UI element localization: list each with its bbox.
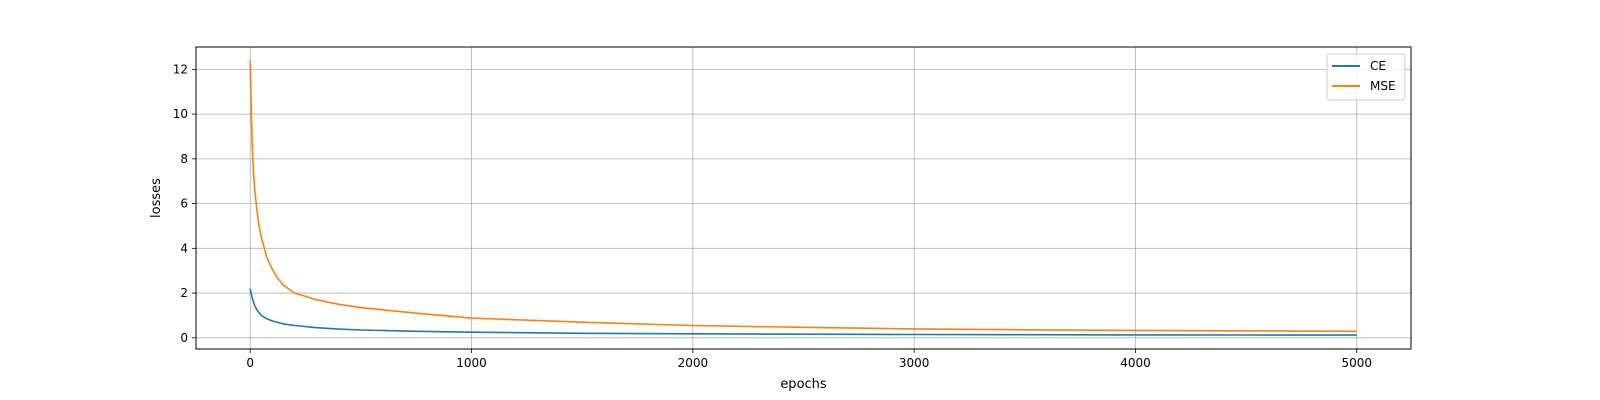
y-tick-label: 12 <box>173 62 188 76</box>
x-axis-label: epochs <box>780 377 827 392</box>
y-tick-label: 2 <box>180 286 188 300</box>
y-tick-label: 10 <box>173 107 188 121</box>
legend-label-mse: MSE <box>1370 79 1396 93</box>
y-tick-label: 6 <box>180 197 188 211</box>
y-tick-label: 0 <box>180 331 188 345</box>
y-tick-label: 4 <box>180 241 188 255</box>
x-tick-label: 0 <box>246 356 254 370</box>
y-tick-label: 8 <box>180 152 188 166</box>
legend-label-ce: CE <box>1370 59 1386 73</box>
x-tick-label: 1000 <box>456 356 487 370</box>
x-tick-label: 4000 <box>1120 356 1151 370</box>
x-tick-label: 3000 <box>899 356 930 370</box>
legend: CE MSE <box>1327 54 1405 100</box>
x-tick-label: 5000 <box>1342 356 1373 370</box>
y-axis-label: losses <box>149 178 164 218</box>
legend-box <box>1327 54 1405 100</box>
x-tick-label: 2000 <box>678 356 709 370</box>
